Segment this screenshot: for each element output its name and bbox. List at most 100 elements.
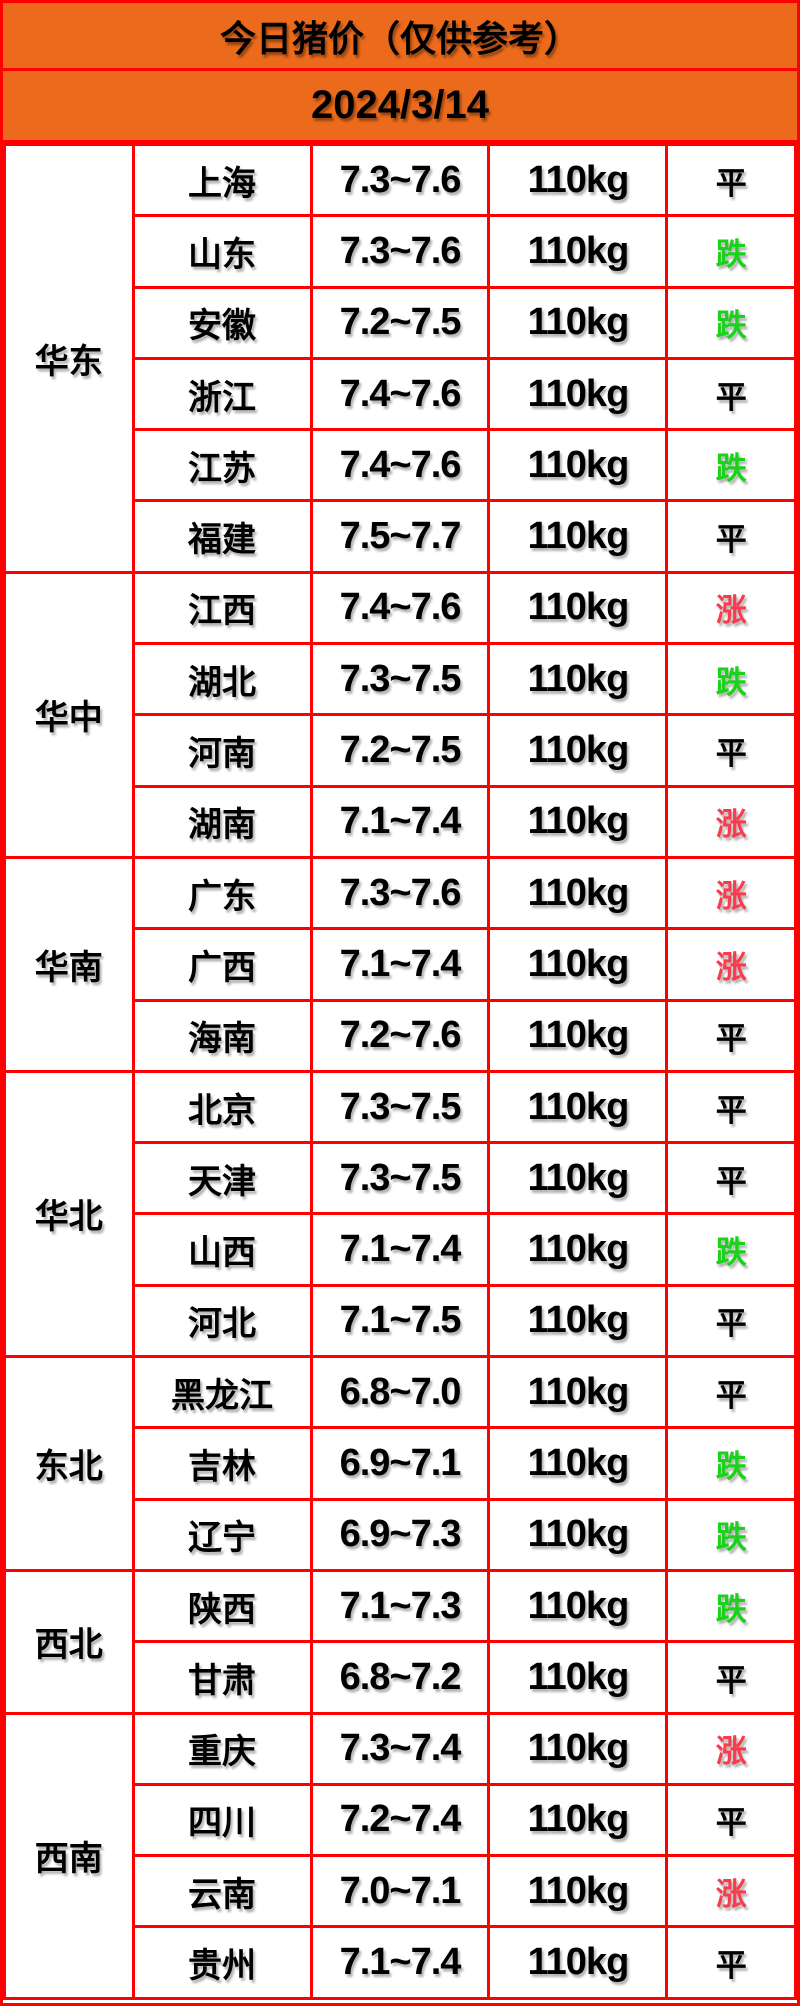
trend-cell: 平 [665, 1283, 797, 1359]
table-row: 甘肃 6.8~7.2 110kg 平 [5, 1640, 797, 1715]
weight-cell: 110kg [487, 1497, 669, 1572]
province-cell: 黑龙江 [131, 1355, 313, 1430]
trend-cell: 涨 [665, 570, 797, 646]
region-cell: 华北 [3, 1069, 135, 1359]
trend-cell: 涨 [665, 1711, 797, 1786]
province-cell: 上海 [131, 142, 313, 218]
table-row: 辽宁 6.9~7.3 110kg 跌 [5, 1497, 797, 1572]
price-cell: 7.3~7.6 [309, 142, 491, 218]
price-cell: 7.3~7.5 [309, 642, 491, 717]
table-row: 东北 黑龙江 6.8~7.0 110kg 平 [3, 1355, 797, 1572]
province-cell: 安徽 [131, 285, 313, 360]
trend-cell: 平 [665, 713, 797, 788]
weight-cell: 110kg [487, 356, 669, 432]
table-row: 华南 广东 7.3~7.6 110kg 涨 [3, 855, 797, 1073]
trend-cell: 平 [665, 1782, 797, 1858]
page-title: 今日猪价（仅供参考） [3, 3, 797, 71]
price-cell: 7.2~7.5 [309, 285, 491, 360]
region-cell: 西南 [3, 1711, 135, 2001]
table-row: 西北 陕西 7.1~7.3 110kg 跌 [3, 1568, 797, 1715]
table-row: 四川 7.2~7.4 110kg 平 [5, 1782, 797, 1858]
table-row: 浙江 7.4~7.6 110kg 平 [5, 356, 797, 432]
weight-cell: 110kg [487, 1069, 669, 1145]
province-cell: 甘肃 [131, 1640, 313, 1715]
table-row: 河北 7.1~7.5 110kg 平 [5, 1283, 797, 1359]
province-cell: 江西 [131, 570, 313, 646]
province-cell: 山东 [131, 214, 313, 289]
province-cell: 云南 [131, 1854, 313, 1929]
price-cell: 7.2~7.4 [309, 1782, 491, 1858]
weight-cell: 110kg [487, 927, 669, 1002]
weight-cell: 110kg [487, 1640, 669, 1715]
weight-cell: 110kg [487, 1925, 669, 2000]
province-cell: 湖北 [131, 642, 313, 717]
province-cell: 辽宁 [131, 1497, 313, 1572]
pig-price-table: 华东 上海 7.3~7.6 110kg 平 山东 7.3~7.6 110kg 跌… [3, 142, 797, 2001]
table-row: 海南 7.2~7.6 110kg 平 [5, 998, 797, 1073]
trend-cell: 跌 [665, 1497, 797, 1572]
date-label: 2024/3/14 [3, 71, 797, 143]
province-cell: 四川 [131, 1782, 313, 1858]
weight-cell: 110kg [487, 499, 669, 574]
trend-cell: 平 [665, 1640, 797, 1715]
weight-cell: 110kg [487, 214, 669, 289]
province-cell: 江苏 [131, 428, 313, 503]
trend-cell: 涨 [665, 927, 797, 1002]
weight-cell: 110kg [487, 285, 669, 360]
province-cell: 湖南 [131, 784, 313, 859]
province-cell: 河南 [131, 713, 313, 788]
region-cell: 华东 [3, 143, 135, 574]
table-row: 华北 北京 7.3~7.5 110kg 平 [3, 1069, 797, 1359]
trend-cell: 平 [665, 1925, 797, 2000]
weight-cell: 110kg [487, 784, 669, 859]
trend-cell: 平 [665, 1355, 797, 1430]
trend-cell: 跌 [665, 1212, 797, 1287]
table-row: 河南 7.2~7.5 110kg 平 [5, 713, 797, 788]
province-cell: 浙江 [131, 356, 313, 432]
table-row: 山东 7.3~7.6 110kg 跌 [5, 214, 797, 289]
price-cell: 6.9~7.1 [309, 1426, 491, 1501]
price-cell: 7.1~7.3 [309, 1568, 491, 1644]
price-cell: 7.3~7.5 [309, 1141, 491, 1216]
table-row: 华中 江西 7.4~7.6 110kg 涨 [3, 570, 797, 859]
trend-cell: 涨 [665, 1854, 797, 1929]
trend-cell: 跌 [665, 642, 797, 717]
weight-cell: 110kg [487, 1782, 669, 1858]
weight-cell: 110kg [487, 642, 669, 717]
province-cell: 陕西 [131, 1568, 313, 1644]
price-cell: 7.3~7.5 [309, 1069, 491, 1145]
province-cell: 广东 [131, 855, 313, 931]
price-cell: 7.4~7.6 [309, 570, 491, 646]
table-row: 华东 上海 7.3~7.6 110kg 平 [3, 142, 797, 574]
table-row: 湖北 7.3~7.5 110kg 跌 [5, 642, 797, 717]
price-cell: 7.3~7.6 [309, 214, 491, 289]
price-cell: 7.3~7.4 [309, 1711, 491, 1786]
trend-cell: 平 [665, 356, 797, 432]
weight-cell: 110kg [487, 142, 669, 218]
province-cell: 重庆 [131, 1711, 313, 1786]
price-cell: 7.1~7.4 [309, 1925, 491, 2000]
weight-cell: 110kg [487, 428, 669, 503]
table-row: 广西 7.1~7.4 110kg 涨 [5, 927, 797, 1002]
province-cell: 广西 [131, 927, 313, 1002]
province-cell: 北京 [131, 1069, 313, 1145]
table-row: 山西 7.1~7.4 110kg 跌 [5, 1212, 797, 1287]
price-cell: 7.2~7.6 [309, 998, 491, 1073]
table-row: 福建 7.5~7.7 110kg 平 [5, 499, 797, 574]
province-cell: 天津 [131, 1141, 313, 1216]
price-cell: 7.3~7.6 [309, 855, 491, 931]
weight-cell: 110kg [487, 1711, 669, 1786]
trend-cell: 跌 [665, 214, 797, 289]
weight-cell: 110kg [487, 855, 669, 931]
table-row: 天津 7.3~7.5 110kg 平 [5, 1141, 797, 1216]
weight-cell: 110kg [487, 1212, 669, 1287]
trend-cell: 平 [665, 998, 797, 1073]
trend-cell: 跌 [665, 428, 797, 503]
weight-cell: 110kg [487, 713, 669, 788]
table-row: 云南 7.0~7.1 110kg 涨 [5, 1854, 797, 1929]
price-cell: 7.1~7.4 [309, 927, 491, 1002]
price-cell: 7.2~7.5 [309, 713, 491, 788]
trend-cell: 涨 [665, 784, 797, 859]
weight-cell: 110kg [487, 1568, 669, 1644]
